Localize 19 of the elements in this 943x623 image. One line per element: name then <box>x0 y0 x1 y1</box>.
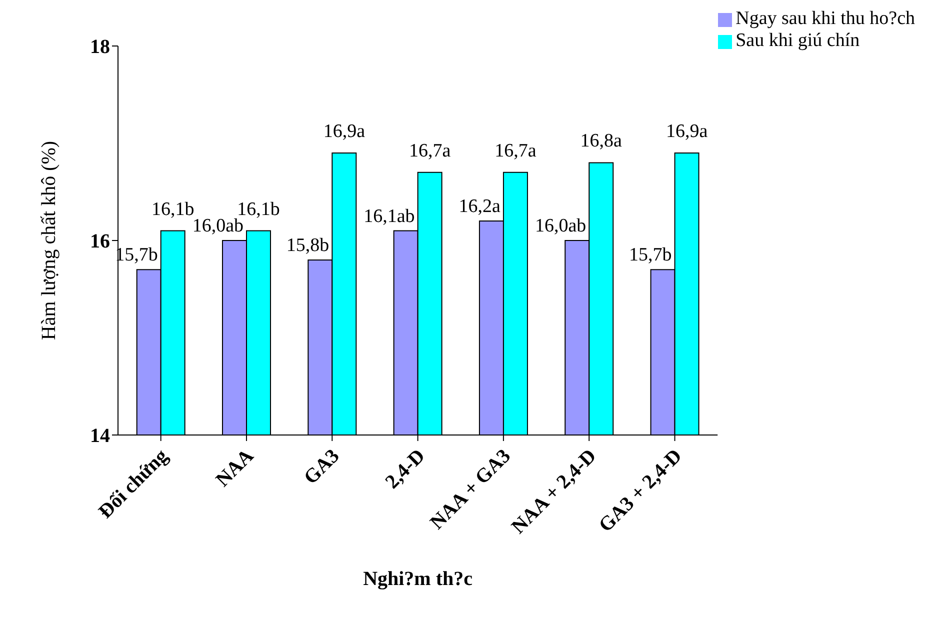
y-tick-label: 18 <box>90 36 110 58</box>
data-label: 16,8a <box>580 130 623 152</box>
data-label: 16,9a <box>323 120 366 142</box>
data-label: 16,0ab <box>534 216 586 236</box>
y-tick-label: 14 <box>90 425 110 448</box>
legend-label: Ngay sau khi thu ho?ch <box>736 8 915 29</box>
data-label: 16,7a <box>408 140 452 162</box>
data-label: 16,1ab <box>364 206 415 227</box>
legend-label: Sau khi giú chín <box>736 30 860 51</box>
x-tick-label: GA3 <box>300 444 344 489</box>
y-tick-label: 16 <box>90 230 110 253</box>
data-label: 16,1b <box>151 198 194 220</box>
data-label: 15,7b <box>629 244 672 266</box>
data-label: 15,8b <box>286 234 330 256</box>
data-label: 16,2a <box>458 196 502 218</box>
data-label: 16,9a <box>666 120 708 142</box>
y-axis-title: Hàm lượng chất khô (%) <box>38 140 60 340</box>
x-axis-title: Nghi?m th?c <box>363 568 473 590</box>
data-label: 16,7a <box>494 140 537 162</box>
